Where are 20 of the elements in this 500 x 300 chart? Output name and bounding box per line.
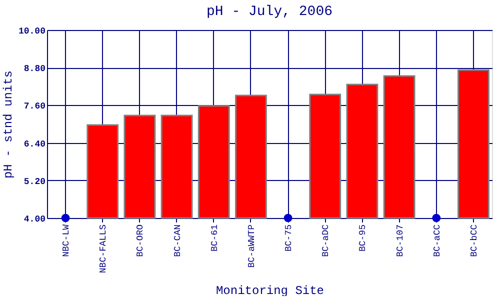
y-tick-label: 10.00 — [18, 26, 46, 36]
x-tick-label: NBC-LW — [62, 224, 72, 257]
y-tick-label: 5.20 — [24, 176, 46, 187]
y-tick-label: 7.60 — [24, 102, 46, 112]
x-tick-label: NBC-FALLS — [98, 224, 109, 274]
x-tick-label: BC-95 — [358, 224, 368, 252]
x-tick-label: BC-aWWTP — [246, 224, 257, 268]
x-tick-label: BC-107 — [395, 224, 406, 257]
chart-title: pH - July, 2006 — [206, 4, 333, 20]
x-tick-label: BC-aDC — [321, 224, 332, 257]
y-tick-label: 6.40 — [24, 139, 46, 150]
y-axis-title: pH - stnd units — [1, 70, 16, 179]
y-tick-label: 4.00 — [24, 214, 46, 224]
x-tick-label: BC-75 — [284, 224, 294, 252]
x-tick-label: BC-aCC — [432, 224, 442, 257]
x-tick-label: BC-CAN — [172, 224, 183, 257]
x-tick-label: BC-61 — [210, 224, 220, 252]
x-tick-label: BC-bCC — [469, 224, 480, 257]
x-tick-label: BC-ORO — [136, 224, 146, 257]
y-tick-label: 8.80 — [24, 64, 46, 74]
